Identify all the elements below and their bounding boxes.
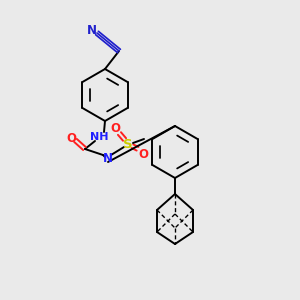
Text: O: O bbox=[138, 148, 148, 160]
Text: S: S bbox=[123, 137, 133, 151]
Text: O: O bbox=[66, 131, 76, 145]
Text: NH: NH bbox=[90, 132, 108, 142]
Text: N: N bbox=[87, 25, 97, 38]
Text: O: O bbox=[110, 122, 120, 134]
Text: N: N bbox=[103, 152, 113, 164]
